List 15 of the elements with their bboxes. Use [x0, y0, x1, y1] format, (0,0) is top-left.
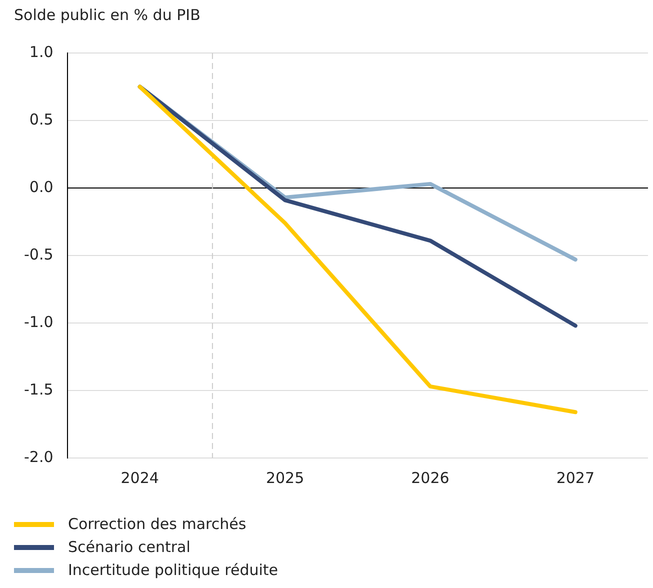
y-tick-label: 1.0 — [29, 42, 54, 61]
y-tick-label: 0.5 — [29, 110, 54, 128]
chart-title: Solde public en % du PIB — [14, 6, 200, 24]
x-tick-label: 2026 — [411, 468, 450, 487]
y-tick-label: -2.0 — [24, 448, 54, 466]
x-tick-label: 2024 — [120, 468, 159, 487]
y-tick-label: -1.0 — [24, 312, 54, 331]
y-tick-label: -0.5 — [24, 245, 54, 264]
y-tick-label: 0.0 — [29, 178, 54, 196]
legend-label: Scénario central — [68, 537, 190, 558]
x-tick-label: 2025 — [266, 468, 304, 487]
legend-label: Incertitude politique réduite — [68, 560, 278, 581]
x-tick-label: 2027 — [556, 468, 594, 487]
legend-label: Correction des marchés — [68, 514, 246, 535]
y-tick-label: -1.5 — [24, 380, 54, 398]
